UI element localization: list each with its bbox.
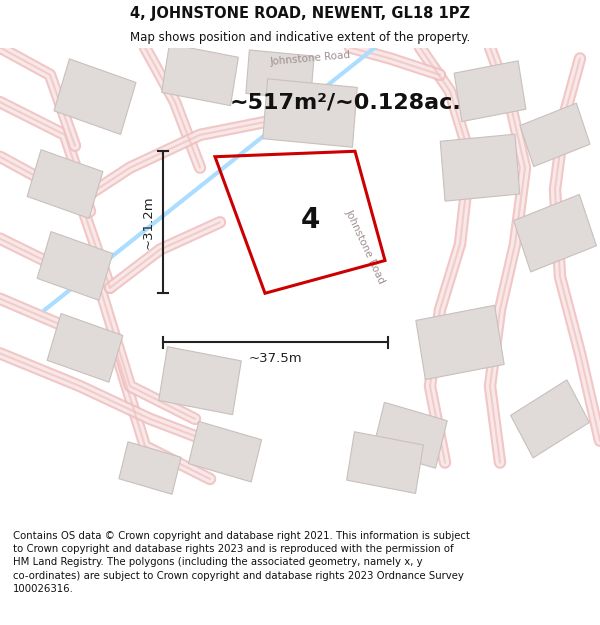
Polygon shape bbox=[119, 442, 181, 494]
Text: Map shows position and indicative extent of the property.: Map shows position and indicative extent… bbox=[130, 31, 470, 44]
Polygon shape bbox=[161, 44, 238, 106]
Polygon shape bbox=[263, 79, 357, 148]
Polygon shape bbox=[514, 194, 596, 272]
Text: Contains OS data © Crown copyright and database right 2021. This information is : Contains OS data © Crown copyright and d… bbox=[13, 531, 470, 594]
Polygon shape bbox=[511, 380, 589, 458]
Polygon shape bbox=[373, 402, 447, 468]
Polygon shape bbox=[440, 134, 520, 201]
Polygon shape bbox=[347, 432, 424, 493]
Polygon shape bbox=[37, 232, 113, 300]
Polygon shape bbox=[159, 347, 241, 414]
Text: 4: 4 bbox=[301, 206, 320, 234]
Text: ~37.5m: ~37.5m bbox=[248, 352, 302, 366]
Polygon shape bbox=[27, 150, 103, 218]
Polygon shape bbox=[246, 50, 314, 99]
Text: ~517m²/~0.128ac.: ~517m²/~0.128ac. bbox=[230, 92, 462, 112]
Polygon shape bbox=[47, 314, 123, 382]
Polygon shape bbox=[188, 421, 262, 482]
Polygon shape bbox=[520, 103, 590, 167]
Text: 4, JOHNSTONE ROAD, NEWENT, GL18 1PZ: 4, JOHNSTONE ROAD, NEWENT, GL18 1PZ bbox=[130, 6, 470, 21]
Polygon shape bbox=[454, 61, 526, 121]
Polygon shape bbox=[416, 305, 504, 379]
Text: ~31.2m: ~31.2m bbox=[142, 196, 155, 249]
Text: Johnstone Road: Johnstone Road bbox=[269, 50, 351, 67]
Text: Johnstone Road: Johnstone Road bbox=[343, 208, 386, 285]
Polygon shape bbox=[54, 59, 136, 134]
